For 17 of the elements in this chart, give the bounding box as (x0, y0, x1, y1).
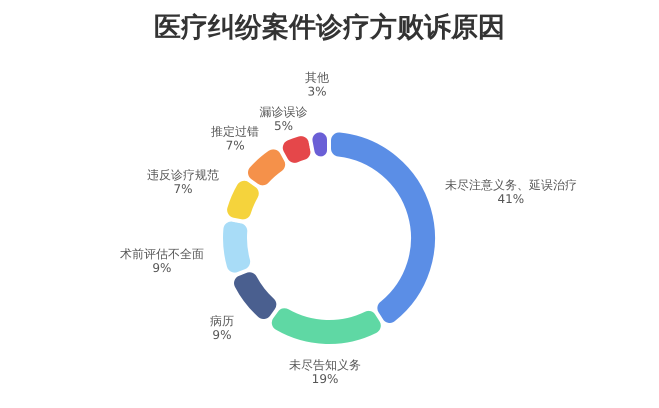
slice-label: 病历 (210, 314, 234, 328)
data-label: 5% (274, 118, 294, 133)
data-label: 9% (212, 328, 232, 342)
slice-label: 未尽注意义务、延误治疗 (444, 178, 577, 192)
slice-label: 违反诊疗规范 (147, 168, 220, 182)
data-label: 9% (152, 260, 172, 275)
slice-label: 推定过错 (211, 124, 260, 139)
data-label: 7% (226, 138, 245, 153)
data-label: 19% (312, 372, 338, 386)
slice-label: 其他 (305, 70, 330, 84)
slice-label: 术前评估不全面 (120, 246, 204, 261)
slice-label: 未尽告知义务 (289, 358, 362, 372)
slice-label: 漏诊误诊 (260, 104, 308, 119)
data-label: 3% (308, 84, 327, 98)
data-label: 7% (174, 182, 193, 196)
data-label: 41% (498, 192, 524, 206)
chart-title: 医疗纠纷案件诊疗方败诉原因 (154, 12, 505, 43)
